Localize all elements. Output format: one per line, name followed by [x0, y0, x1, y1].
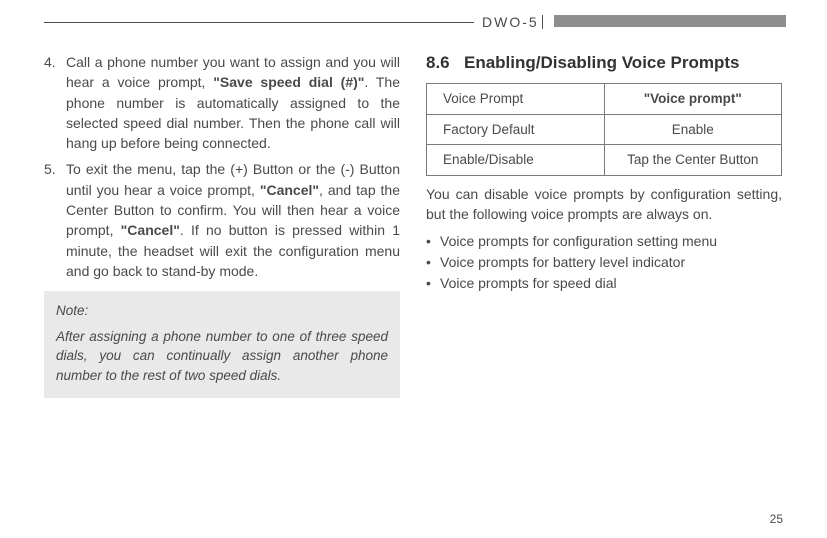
table-row: Factory Default Enable	[427, 114, 782, 145]
page-number: 25	[770, 512, 783, 526]
table-row: Voice Prompt "Voice prompt"	[427, 84, 782, 115]
step-number: 5.	[44, 159, 66, 281]
list-item: Voice prompts for configuration setting …	[426, 231, 782, 251]
voice-prompt-table: Voice Prompt "Voice prompt" Factory Defa…	[426, 83, 782, 176]
body-paragraph: You can disable voice prompts by configu…	[426, 184, 782, 225]
step-body: To exit the menu, tap the (+) Button or …	[66, 159, 400, 281]
step-4: 4. Call a phone number you want to assig…	[44, 52, 400, 153]
header-model: DWO-5	[482, 14, 539, 30]
header-accent-bar	[554, 15, 786, 27]
cell-enable-disable-label: Enable/Disable	[427, 145, 605, 176]
bullet-list: Voice prompts for configuration setting …	[426, 231, 782, 294]
left-column: 4. Call a phone number you want to assig…	[44, 52, 400, 398]
note-box: Note: After assigning a phone number to …	[44, 291, 400, 397]
page-header: DWO-5	[44, 14, 783, 30]
section-number: 8.6	[426, 52, 464, 73]
list-item: Voice prompts for speed dial	[426, 273, 782, 293]
section-title: Enabling/Disabling Voice Prompts	[464, 52, 740, 73]
note-body: After assigning a phone number to one of…	[56, 327, 388, 386]
cell-voice-prompt-label: Voice Prompt	[427, 84, 605, 115]
cell-voice-prompt-value: "Voice prompt"	[604, 84, 782, 115]
note-title: Note:	[56, 301, 388, 321]
s5b: "Cancel"	[260, 182, 319, 198]
list-item: Voice prompts for battery level indicato…	[426, 252, 782, 272]
header-rule	[44, 22, 474, 23]
cell-factory-default-value: Enable	[604, 114, 782, 145]
header-divider	[542, 15, 543, 29]
step4-bold: "Save speed dial (#)"	[213, 74, 364, 90]
cell-enable-disable-value: Tap the Center Button	[604, 145, 782, 176]
s5d: "Cancel"	[121, 222, 180, 238]
step-body: Call a phone number you want to assign a…	[66, 52, 400, 153]
step-5: 5. To exit the menu, tap the (+) Button …	[44, 159, 400, 281]
step-number: 4.	[44, 52, 66, 153]
right-column: 8.6 Enabling/Disabling Voice Prompts Voi…	[426, 52, 782, 398]
cell-bold: "Voice prompt"	[644, 91, 742, 106]
table-row: Enable/Disable Tap the Center Button	[427, 145, 782, 176]
section-heading: 8.6 Enabling/Disabling Voice Prompts	[426, 52, 782, 73]
cell-factory-default-label: Factory Default	[427, 114, 605, 145]
